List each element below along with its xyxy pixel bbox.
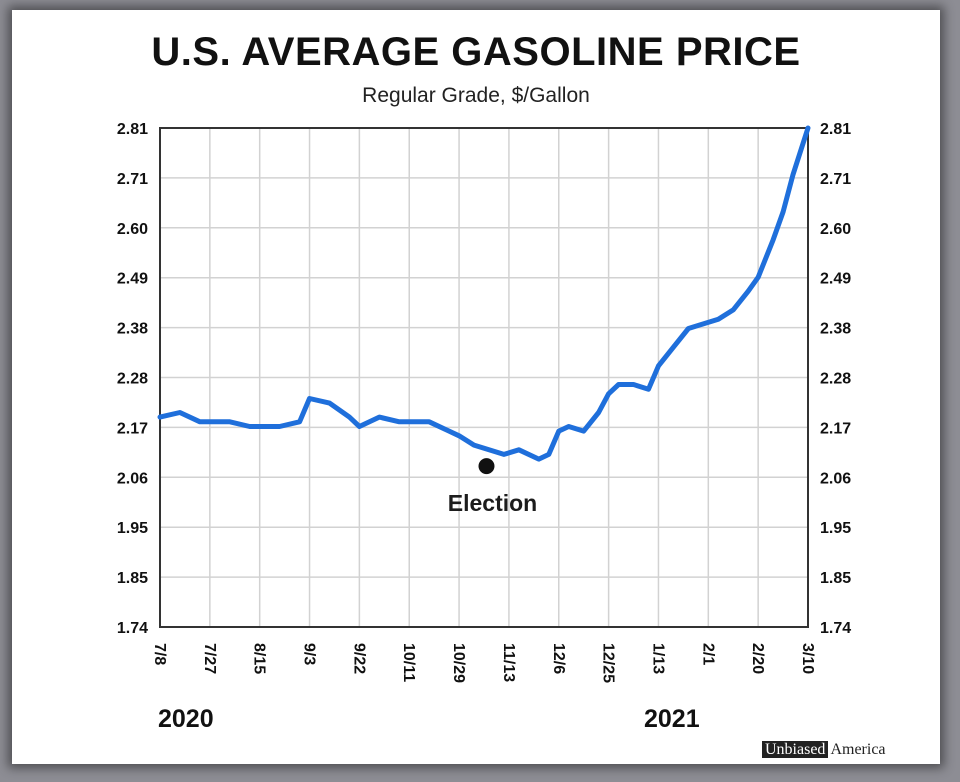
y-tick-label-right: 1.74 [820, 620, 851, 637]
x-tick-label: 11/13 [500, 643, 517, 682]
y-tick-label-right: 2.28 [820, 371, 851, 388]
x-tick-label: 10/29 [450, 643, 467, 683]
chart-frame [12, 10, 940, 764]
year-label-2021: 2021 [644, 705, 700, 733]
y-tick-label-left: 2.71 [117, 171, 148, 188]
price-series-line [157, 125, 811, 462]
x-tick-label: 7/27 [201, 643, 218, 674]
y-tick-label-left: 2.28 [117, 371, 148, 388]
y-tick-label-right: 2.71 [820, 171, 851, 188]
x-tick-label: 2/20 [749, 643, 766, 674]
y-tick-label-left: 2.06 [117, 470, 148, 487]
chart-title: U.S. AVERAGE GASOLINE PRICE [151, 30, 801, 74]
y-tick-label-left: 2.49 [117, 271, 148, 288]
x-tick-label: 2/1 [699, 643, 716, 665]
y-tick-label-right: 2.81 [820, 121, 851, 138]
election-label: Election [448, 490, 537, 516]
chart-subtitle: Regular Grade, $/Gallon [362, 84, 590, 107]
x-tick-label: 8/15 [251, 643, 268, 674]
x-tick-label: 12/25 [600, 643, 617, 683]
y-tick-label-left: 2.60 [117, 221, 148, 238]
watermark-logo: Unbiased America [762, 741, 886, 759]
year-label-2020: 2020 [158, 705, 214, 733]
y-tick-label-right: 2.60 [820, 221, 851, 238]
election-marker [476, 456, 497, 477]
y-tick-label-left: 1.85 [117, 570, 148, 587]
y-tick-label-left: 2.81 [117, 121, 148, 138]
watermark-part-2: America [830, 741, 886, 758]
y-tick-label-right: 2.49 [820, 271, 851, 288]
x-tick-label: 3/10 [799, 643, 816, 674]
x-tick-label: 9/3 [301, 643, 318, 665]
y-tick-label-right: 1.95 [820, 520, 851, 537]
y-tick-label-left: 1.74 [117, 620, 148, 637]
x-tick-label: 10/11 [400, 643, 417, 682]
x-tick-label: 9/22 [350, 643, 367, 674]
plot-border [159, 127, 809, 628]
x-tick-label: 7/8 [151, 643, 168, 665]
y-tick-label-right: 2.06 [820, 470, 851, 487]
y-tick-label-left: 2.17 [117, 420, 148, 437]
watermark-part-1: Unbiased [762, 741, 829, 758]
y-tick-label-right: 2.17 [820, 420, 851, 437]
y-tick-label-left: 1.95 [117, 520, 148, 537]
y-tick-label-left: 2.38 [117, 321, 148, 338]
x-tick-label: 12/6 [550, 643, 567, 674]
y-tick-label-right: 2.38 [820, 321, 851, 338]
y-tick-label-right: 1.85 [820, 570, 851, 587]
x-tick-label: 1/13 [649, 643, 666, 674]
